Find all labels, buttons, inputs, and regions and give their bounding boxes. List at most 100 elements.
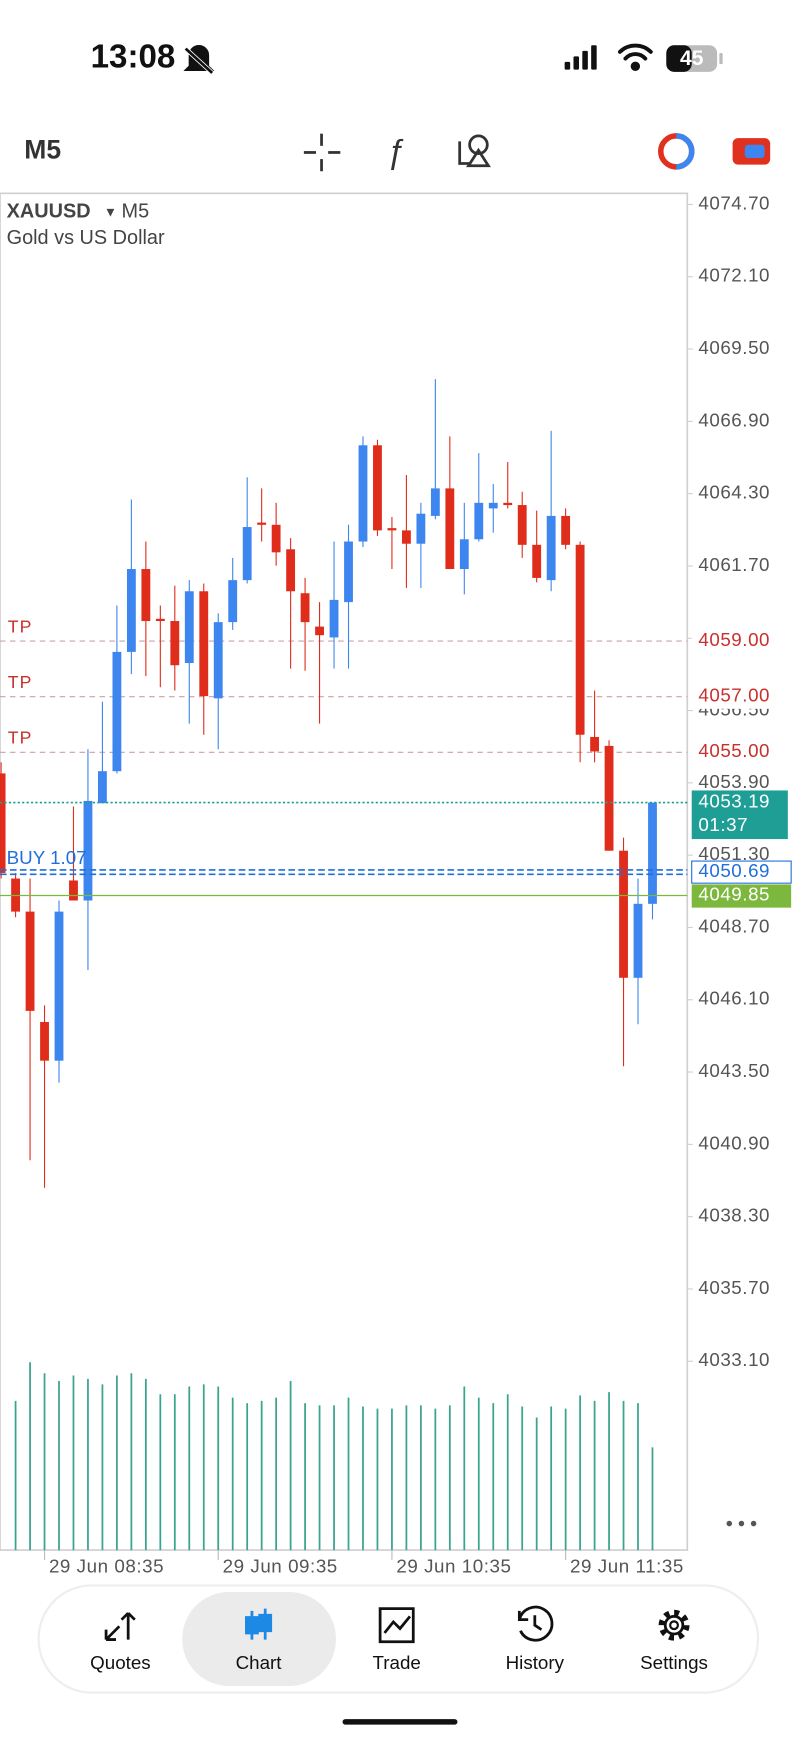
ask-label: 4049.85 [698,883,770,904]
candle-body [445,488,455,570]
signal-icon [564,45,597,70]
position-name: BUY 1.07 [7,847,87,868]
take-profit-label: 4055.00 [698,740,770,761]
candle-body [126,569,136,652]
take-profit-name: TP [8,672,33,692]
nav-label[interactable]: Chart [236,1652,283,1673]
nav-item[interactable]: Settings [640,1609,708,1673]
nav-label[interactable]: History [506,1652,565,1673]
take-profit-name: TP [8,728,33,748]
candle-body [242,527,252,581]
position-tag [691,860,792,884]
battery-icon: 45 [666,45,723,72]
trade-button[interactable] [732,138,771,165]
objects-button[interactable] [458,134,491,168]
candle-body [25,911,35,1011]
y-tick-label: 4033.10 [698,1349,770,1370]
candle-body [575,544,585,735]
plot: 4074.70 4072.10 4069.50 4066.90 4064.30 4061.… [0,192,792,1577]
y-tick-label: 4035.70 [698,1277,770,1298]
one-click-trading-button[interactable] [658,133,695,170]
candle-body [315,626,324,636]
nav-label[interactable]: Settings [640,1652,708,1673]
nav-icon-hub [669,1620,680,1631]
candle-body [54,911,64,1061]
take-profit-tag [691,684,792,709]
candle-body [286,549,296,592]
candle-body [648,802,657,904]
candle-body [459,539,469,570]
candle-body [228,580,238,623]
y-tick-label: 4043.50 [698,1060,770,1081]
x-tick-label: 29 Jun 08:35 [49,1556,164,1577]
candle-body [112,651,122,772]
nav: Quotes Chart Trade History Settings [90,1592,708,1686]
candle-body [141,569,151,622]
take-profit-label: 4057.00 [698,685,770,706]
bid-tag [691,790,788,840]
candle-body [155,618,165,622]
nav-icon-inner [663,1614,685,1636]
nav-icon [245,1608,273,1640]
take-profit-label: 4059.00 [698,629,770,650]
candle-body [546,515,556,581]
candle-body [373,445,382,531]
nav-item[interactable]: Quotes [90,1612,151,1673]
candle-body [98,771,107,804]
chart-timeframe: M5 [122,200,150,222]
take-profit-name: TP [8,616,33,636]
candle-body [199,591,209,697]
nav-item[interactable]: Trade [373,1607,421,1673]
candle-body [416,513,426,544]
candle-body [329,599,339,638]
nav-item[interactable]: Chart [182,1592,336,1686]
candle-body [257,522,267,525]
candle-body [213,622,223,699]
position-label: 4050.69 [698,860,770,881]
chart-description: Gold vs US Dollar [7,227,165,249]
candle-body [503,502,513,506]
nav-icon [517,1605,554,1642]
nav-active-pill [182,1592,336,1686]
toolbar-timeframe[interactable]: M5 [24,134,61,164]
y-tick-label: 4046.10 [698,988,770,1009]
x-tick-label: 29 Jun 11:35 [570,1556,684,1577]
candle-body [488,502,498,509]
candle-body [517,505,527,545]
candle-body [170,621,180,666]
x-tick-label: 29 Jun 10:35 [396,1556,511,1577]
candle-body [619,850,628,978]
y-tick-label: 4040.90 [698,1132,770,1153]
battery-level: 45 [680,47,704,70]
candle-body [590,736,600,752]
bid-label: 4053.19 [698,791,770,812]
chart-symbol[interactable]: XAUUSD [7,200,91,222]
nav-icon [378,1607,415,1644]
y-tick-label: 4038.30 [698,1205,770,1226]
more-button[interactable] [726,1520,757,1527]
nav-item[interactable]: History [506,1605,565,1673]
symbol-dropdown-arrow[interactable]: ▼ [104,205,117,220]
nav-label[interactable]: Trade [373,1652,421,1673]
candle-body [401,530,411,544]
crosshair-button[interactable] [303,133,341,172]
candle-body [300,593,310,623]
candle-body [83,800,93,901]
home-indicator [342,1719,458,1725]
candle-body [0,773,6,873]
candle-body [387,528,397,531]
take-profit-tag [691,628,792,654]
y-tick-label: 4074.70 [698,192,770,213]
indicators-button[interactable]: ƒ [386,133,404,171]
chart-frame [0,192,689,1551]
y-tick-label: 4048.70 [698,915,770,936]
nav-label[interactable]: Quotes [90,1652,151,1673]
y-tick-label: 4061.70 [698,554,770,575]
candle-body [430,488,440,516]
ask-tag [691,884,792,908]
candle-body [184,591,194,664]
y-tick-label: 4066.90 [698,409,770,430]
candle-body [358,445,368,542]
candle-body [474,502,484,540]
